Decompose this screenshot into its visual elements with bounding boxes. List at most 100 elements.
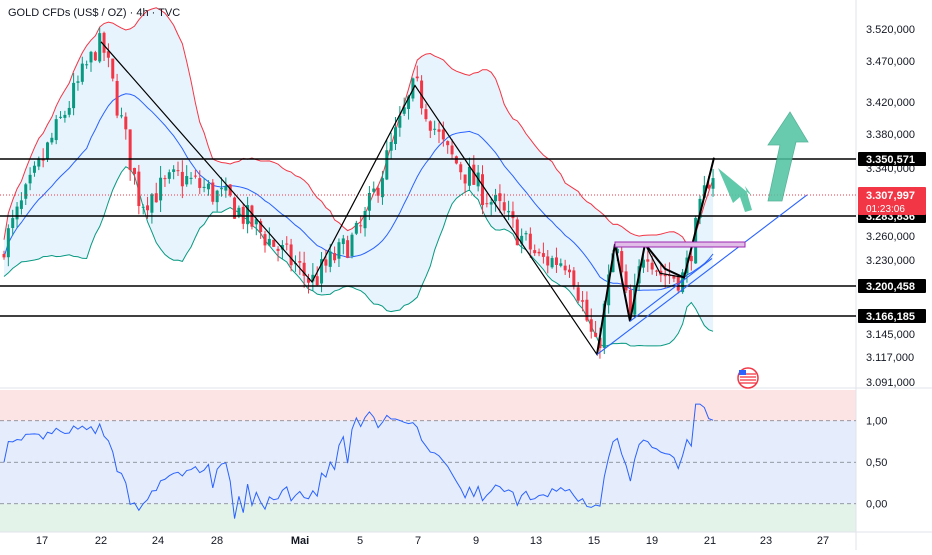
candle xyxy=(459,161,463,180)
candle xyxy=(385,139,389,181)
candle-body xyxy=(289,244,293,266)
candle-body xyxy=(328,251,332,267)
candle-body xyxy=(167,172,171,179)
candle-body xyxy=(415,76,419,79)
candle-body xyxy=(341,238,345,245)
candle-body xyxy=(176,170,180,172)
candle-body xyxy=(550,258,554,268)
time-tick-label: 22 xyxy=(95,535,107,547)
candle xyxy=(450,139,454,159)
candle-body xyxy=(494,194,498,202)
time-tick-label: 23 xyxy=(760,535,772,547)
up-arrow-icon xyxy=(767,111,809,202)
current-price-countdown: 01:23:06 xyxy=(866,204,905,215)
candle-body xyxy=(159,177,163,201)
candle-body xyxy=(646,259,650,262)
osc-tick-label: 0,00 xyxy=(866,499,887,511)
candle-body xyxy=(98,33,102,62)
candle-body xyxy=(424,109,428,120)
candle xyxy=(76,75,80,91)
candle-body xyxy=(163,178,167,180)
candle-body xyxy=(19,200,23,209)
candle xyxy=(528,227,532,258)
candle xyxy=(641,254,645,273)
time-tick-label: 7 xyxy=(415,535,421,547)
candle-body xyxy=(137,171,141,207)
candle xyxy=(485,193,489,208)
candle-body xyxy=(380,178,384,198)
candle xyxy=(563,259,567,275)
candle xyxy=(354,220,358,236)
candle-body xyxy=(228,184,232,196)
candle xyxy=(6,224,10,267)
candle xyxy=(537,248,541,257)
candle-body xyxy=(50,137,54,143)
candle-body xyxy=(302,262,306,276)
candle-body xyxy=(467,166,471,186)
candle-body xyxy=(554,257,558,265)
candle xyxy=(328,243,332,273)
time-tick-label: 15 xyxy=(588,535,600,547)
osc-tick-label: 0,50 xyxy=(866,457,887,469)
candle xyxy=(32,161,36,177)
candle-body xyxy=(333,253,337,261)
candle xyxy=(180,160,184,199)
candle-body xyxy=(202,186,206,188)
candle xyxy=(511,201,515,228)
candle xyxy=(489,199,493,216)
candle-body xyxy=(111,58,115,79)
bollinger-fill xyxy=(4,7,714,347)
level-badge-bg xyxy=(858,152,926,166)
candle-body xyxy=(446,141,450,146)
candle-body xyxy=(576,287,580,301)
candle-body xyxy=(385,150,389,180)
trend-line-short xyxy=(629,257,713,322)
candle-body xyxy=(663,274,667,277)
candle xyxy=(259,218,263,239)
candle xyxy=(154,182,158,203)
candle-body xyxy=(285,243,289,245)
candle xyxy=(159,165,163,212)
osc-oversold-band xyxy=(0,503,856,532)
candle xyxy=(89,50,93,72)
candle-body xyxy=(280,245,284,250)
candle xyxy=(589,308,593,339)
time-axis: 17 22 24 28 Mai 5 7 9 13 15 19 21 23 27 xyxy=(36,535,829,547)
candle xyxy=(624,264,628,294)
candle-body xyxy=(694,217,698,264)
candle xyxy=(568,264,571,278)
candle-body xyxy=(585,299,589,321)
candle xyxy=(98,27,102,64)
time-tick-label: Mai xyxy=(291,535,309,547)
candle-body xyxy=(32,165,36,173)
candle-body xyxy=(515,219,519,246)
level-badge-bg xyxy=(858,309,926,323)
candle xyxy=(289,238,293,272)
candle xyxy=(559,258,563,268)
candle-body xyxy=(454,156,458,164)
candle xyxy=(124,112,128,140)
candle-body xyxy=(546,256,550,266)
candle xyxy=(711,168,715,197)
candle xyxy=(250,204,254,230)
candle-body xyxy=(485,203,489,205)
candle xyxy=(28,167,32,191)
candle-body xyxy=(141,206,145,208)
candle-body xyxy=(6,228,10,258)
candle xyxy=(302,251,306,288)
candle xyxy=(341,234,345,255)
time-tick-label: 27 xyxy=(817,535,829,547)
candle xyxy=(24,182,28,206)
candle-body xyxy=(259,221,263,232)
candle xyxy=(594,320,598,338)
bollinger-upper xyxy=(3,7,714,245)
candle-body xyxy=(489,202,493,205)
candle-body xyxy=(359,225,363,227)
candle-body xyxy=(246,205,250,225)
candle xyxy=(137,164,141,215)
candle xyxy=(428,120,432,139)
candle xyxy=(333,246,337,264)
candle xyxy=(246,196,250,234)
